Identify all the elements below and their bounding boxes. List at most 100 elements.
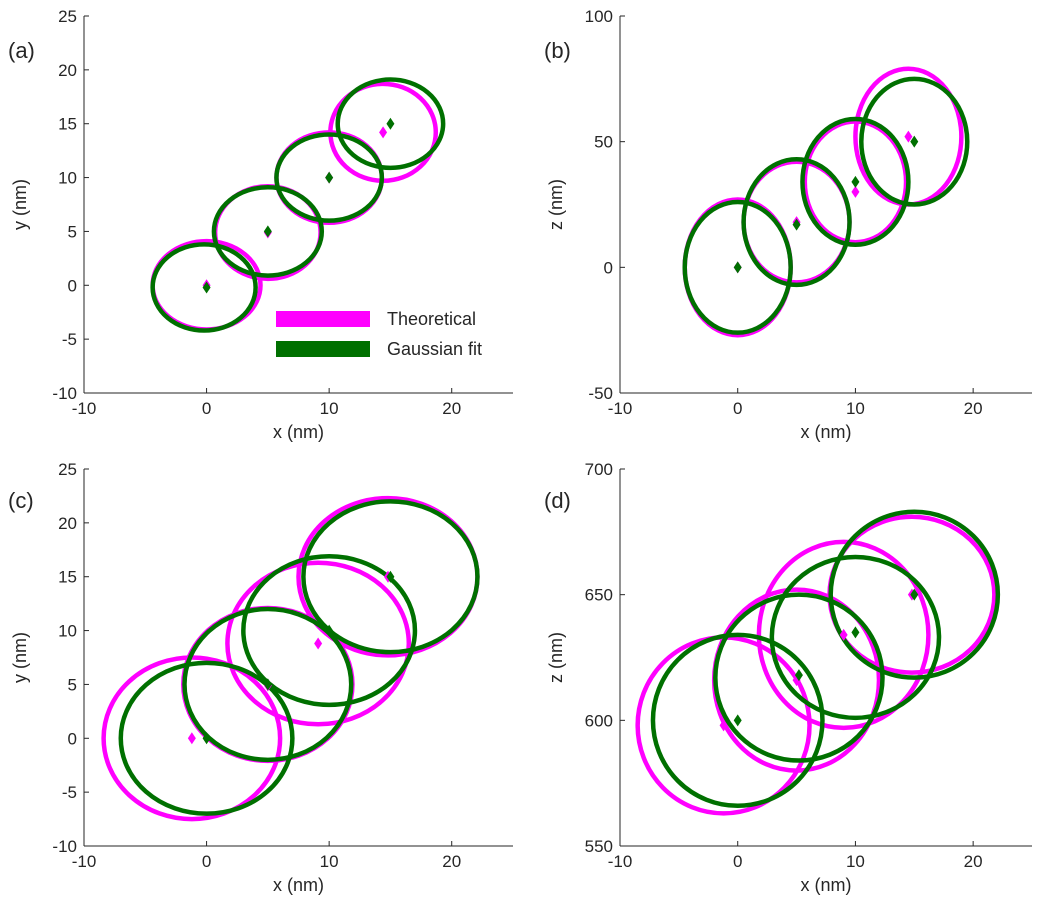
theoretical-center-marker: [719, 719, 728, 732]
x-axis-label: x (nm): [273, 875, 324, 895]
y-tick-label: 20: [58, 61, 77, 80]
x-tick-label: 20: [442, 399, 461, 418]
x-tick-label: 10: [320, 399, 339, 418]
y-tick-label: 5: [68, 675, 77, 694]
gaussian-fit-ellipse: [650, 632, 825, 809]
y-tick-label: 550: [585, 837, 613, 856]
gaussian-fit-center-marker: [386, 570, 395, 583]
y-tick-label: 50: [594, 133, 613, 152]
gaussian-fit-center-marker: [792, 218, 801, 231]
x-tick-label: 10: [320, 852, 339, 871]
y-tick-label: 15: [58, 115, 77, 134]
x-tick-label: -10: [608, 852, 633, 871]
x-axis-label: x (nm): [801, 422, 852, 442]
x-axis-label: x (nm): [273, 422, 324, 442]
theoretical-center-marker: [187, 732, 196, 745]
y-tick-label: 15: [58, 568, 77, 587]
plot-area: [101, 495, 480, 822]
plot-area: [682, 66, 970, 338]
theoretical-center-marker: [839, 628, 848, 641]
x-tick-label: -10: [72, 399, 97, 418]
theoretical-center-marker: [904, 130, 913, 143]
plot-area: [635, 509, 1001, 816]
gaussian-fit-center-marker: [325, 171, 334, 184]
gaussian-fit-ellipse: [150, 242, 258, 333]
y-tick-label: 0: [68, 729, 77, 748]
y-axis-label: y (nm): [10, 632, 30, 683]
y-tick-label: 20: [58, 514, 77, 533]
y-tick-label: -10: [52, 384, 77, 403]
x-tick-label: 0: [202, 399, 211, 418]
y-tick-label: 0: [68, 276, 77, 295]
x-tick-label: 20: [964, 852, 983, 871]
x-axis-label: x (nm): [801, 875, 852, 895]
gaussian-fit-center-marker: [851, 626, 860, 639]
y-tick-label: 700: [585, 460, 613, 479]
y-tick-label: 0: [604, 258, 613, 277]
gaussian-fit-center-marker: [325, 624, 334, 637]
gaussian-fit-center-marker: [851, 175, 860, 188]
x-tick-label: 10: [846, 852, 865, 871]
gaussian-fit-ellipse: [182, 606, 354, 763]
legend-label: Gaussian fit: [387, 339, 482, 359]
y-tick-label: 5: [68, 222, 77, 241]
gaussian-fit-ellipse: [859, 76, 970, 207]
x-tick-label: 0: [733, 399, 742, 418]
panel-d: -10 0 10 20 550 600 650 700 x (nm) z (nm) (d): [544, 460, 1032, 895]
gaussian-fit-ellipse: [828, 509, 1001, 680]
panel-label: (b): [544, 38, 571, 63]
y-tick-label: -5: [62, 783, 77, 802]
gaussian-fit-center-marker: [733, 714, 742, 727]
legend-swatch: [276, 341, 370, 357]
gaussian-fit-ellipse: [769, 554, 942, 721]
y-axis-label: z (nm): [546, 632, 566, 683]
x-tick-label: 0: [202, 852, 211, 871]
y-tick-label: 10: [58, 169, 77, 188]
gaussian-fit-center-marker: [794, 669, 803, 682]
gaussian-fit-center-marker: [910, 588, 919, 601]
y-axis-label: y (nm): [10, 179, 30, 230]
x-tick-label: -10: [608, 399, 633, 418]
y-tick-label: 25: [58, 460, 77, 479]
gaussian-fit-ellipse: [713, 592, 885, 763]
x-tick-label: -10: [72, 852, 97, 871]
gaussian-fit-center-marker: [202, 281, 211, 294]
gaussian-fit-ellipse: [301, 499, 480, 655]
gaussian-fit-ellipse: [211, 185, 325, 278]
legend: Theoretical Gaussian fit: [276, 309, 482, 359]
theoretical-center-marker: [851, 185, 860, 198]
panel-a: -10 0 10 20 -10 -5 0 5 10 15 20 25 x (nm) y (nm) (a): [8, 7, 513, 442]
legend-swatch: [276, 311, 370, 327]
gaussian-fit-center-marker: [263, 225, 272, 238]
gaussian-fit-center-marker: [910, 135, 919, 148]
y-tick-label: -50: [588, 384, 613, 403]
y-tick-label: 650: [585, 586, 613, 605]
x-tick-label: 0: [733, 852, 742, 871]
gaussian-fit-ellipse: [335, 77, 446, 171]
y-tick-label: 25: [58, 7, 77, 26]
y-tick-label: -10: [52, 837, 77, 856]
panel-c: -10 0 10 20 -10 -5 0 5 10 15 20 25 x (nm) y (nm) (c): [8, 460, 513, 895]
theoretical-ellipse: [225, 560, 412, 727]
gaussian-fit-center-marker: [733, 261, 742, 274]
gaussian-fit-ellipse: [241, 553, 418, 708]
panel-label: (a): [8, 38, 35, 63]
y-axis-label: z (nm): [546, 179, 566, 230]
panel-label: (c): [8, 488, 34, 513]
y-tick-label: 600: [585, 711, 613, 730]
theoretical-center-marker: [314, 637, 323, 650]
y-tick-label: 10: [58, 622, 77, 641]
y-tick-label: 100: [585, 7, 613, 26]
theoretical-ellipse: [756, 539, 931, 731]
gaussian-fit-center-marker: [202, 732, 211, 745]
legend-label: Theoretical: [387, 309, 476, 329]
gaussian-fit-ellipse: [274, 132, 385, 223]
gaussian-fit-ellipse: [682, 199, 793, 335]
theoretical-center-marker: [379, 126, 388, 139]
plot-area: [150, 77, 446, 333]
gaussian-fit-center-marker: [386, 117, 395, 130]
gaussian-fit-ellipse: [118, 660, 295, 816]
gaussian-fit-ellipse: [741, 157, 852, 288]
